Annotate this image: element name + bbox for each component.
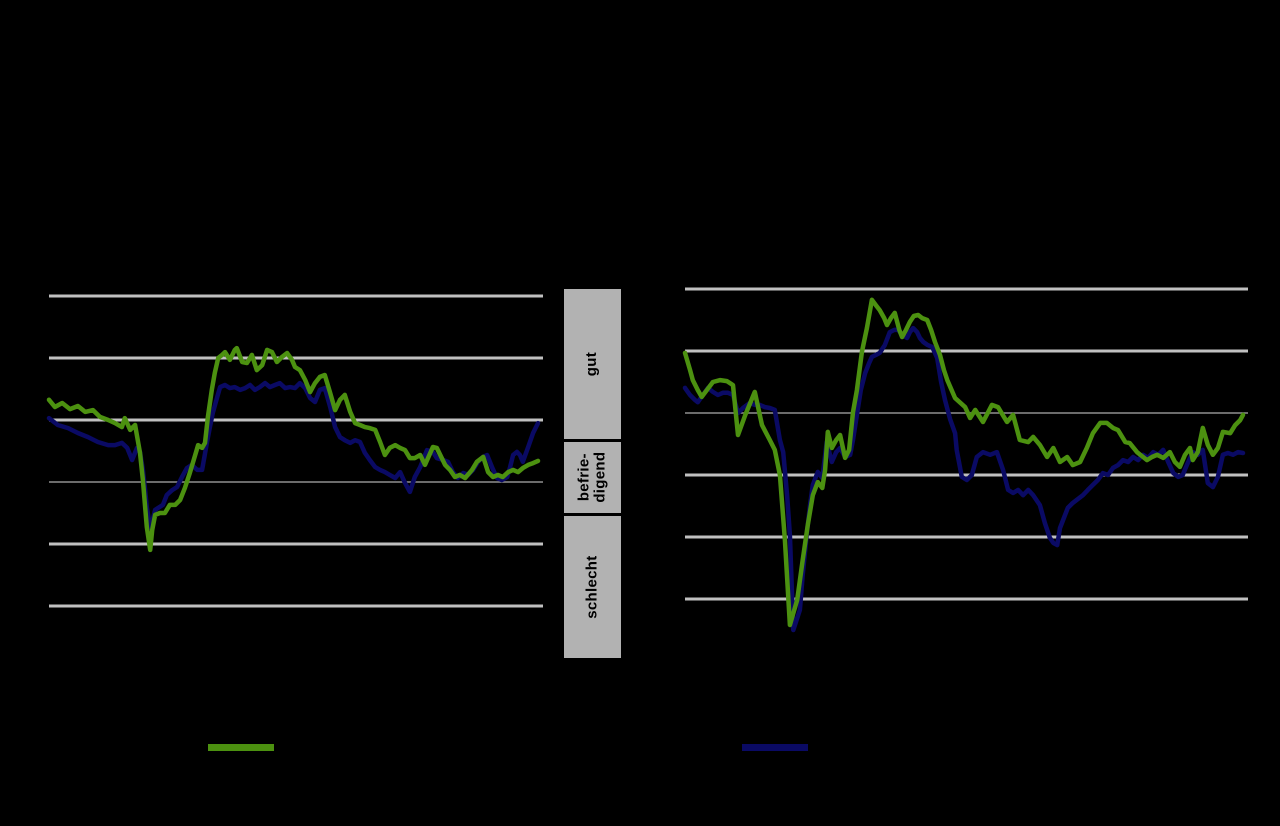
legend-swatch-navy-series [742,744,808,751]
series-green-line-left [46,345,541,553]
series-green-line-right [682,297,1246,628]
zone-box-gut: gut [564,289,621,439]
right-chart-panel [682,280,1251,662]
zone-label-schlecht: schlecht [583,555,601,619]
left-chart-svg [46,294,543,608]
series-navy-line-right [682,325,1246,633]
left-chart-panel [46,280,546,662]
zone-label-gut: gut [583,351,601,377]
right-chart-svg [682,287,1248,633]
zone-box-befriedigend: befrie- digend [564,442,621,513]
zone-label-befriedigend: befrie- digend [575,452,609,503]
zone-box-schlecht: schlecht [564,516,621,658]
legend-swatch-green-series [208,744,274,751]
series-navy-line-left [46,380,541,531]
